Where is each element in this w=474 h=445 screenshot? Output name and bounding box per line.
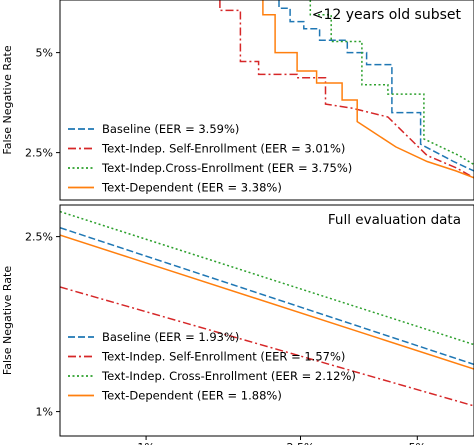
legend: Baseline (EER = 1.93%) Text-Indep. Self-E… xyxy=(68,330,356,403)
y-tick-label: 1% xyxy=(36,406,53,419)
axes-frame xyxy=(59,204,474,437)
x-tick-label: 5% xyxy=(409,441,426,445)
series-line-4 xyxy=(262,0,474,179)
plot-area xyxy=(60,210,474,407)
legend-label: Text-Indep. Self-Enrollment (EER = 1.57%… xyxy=(101,350,345,364)
y-tick-label: 2.5% xyxy=(25,231,53,244)
panel-title: Full evaluation data xyxy=(328,212,461,228)
legend-label: Text-Indep. Self-Enrollment (EER = 3.01%… xyxy=(101,142,345,156)
legend-label: Text-Indep.Cross-Enrollment (EER = 3.75%… xyxy=(101,161,352,175)
y-tick-label: 5% xyxy=(36,47,53,60)
bottom-panel-full-data: 2.5% 1% 1% 2.5% 5% Full evaluation data False … xyxy=(1,204,474,445)
series-line-4 xyxy=(60,234,474,370)
axes-frame xyxy=(59,0,474,201)
legend: Baseline (EER = 3.59%) Text-Indep. Self-E… xyxy=(68,122,352,195)
x-tick-label: 1% xyxy=(137,441,154,445)
panel-title: <12 years old subset xyxy=(312,7,462,23)
legend-label: Baseline (EER = 3.59%) xyxy=(102,122,239,136)
legend-label: Baseline (EER = 1.93%) xyxy=(102,330,239,344)
y-axis-label: False Negative Rate xyxy=(1,45,14,154)
series-line-2 xyxy=(219,0,474,179)
y-tick-label: 2.5% xyxy=(25,147,53,160)
series-line-1 xyxy=(60,226,474,366)
legend-label: Text-Dependent (EER = 1.88%) xyxy=(101,389,282,403)
legend-label: Text-Dependent (EER = 3.38%) xyxy=(101,181,282,195)
top-panel-subset: 5% 2.5% <12 years old subset False Negative… xyxy=(1,0,474,201)
series-line-1 xyxy=(278,0,474,172)
y-axis-label: False Negative Rate xyxy=(1,266,14,375)
legend-label: Text-Indep. Cross-Enrollment (EER = 2.12… xyxy=(101,369,356,383)
series-line-3 xyxy=(60,210,474,346)
plot-area xyxy=(219,0,474,179)
x-tick-label: 2.5% xyxy=(287,441,315,445)
series-line-2 xyxy=(60,286,474,407)
series-line-3 xyxy=(309,0,474,166)
